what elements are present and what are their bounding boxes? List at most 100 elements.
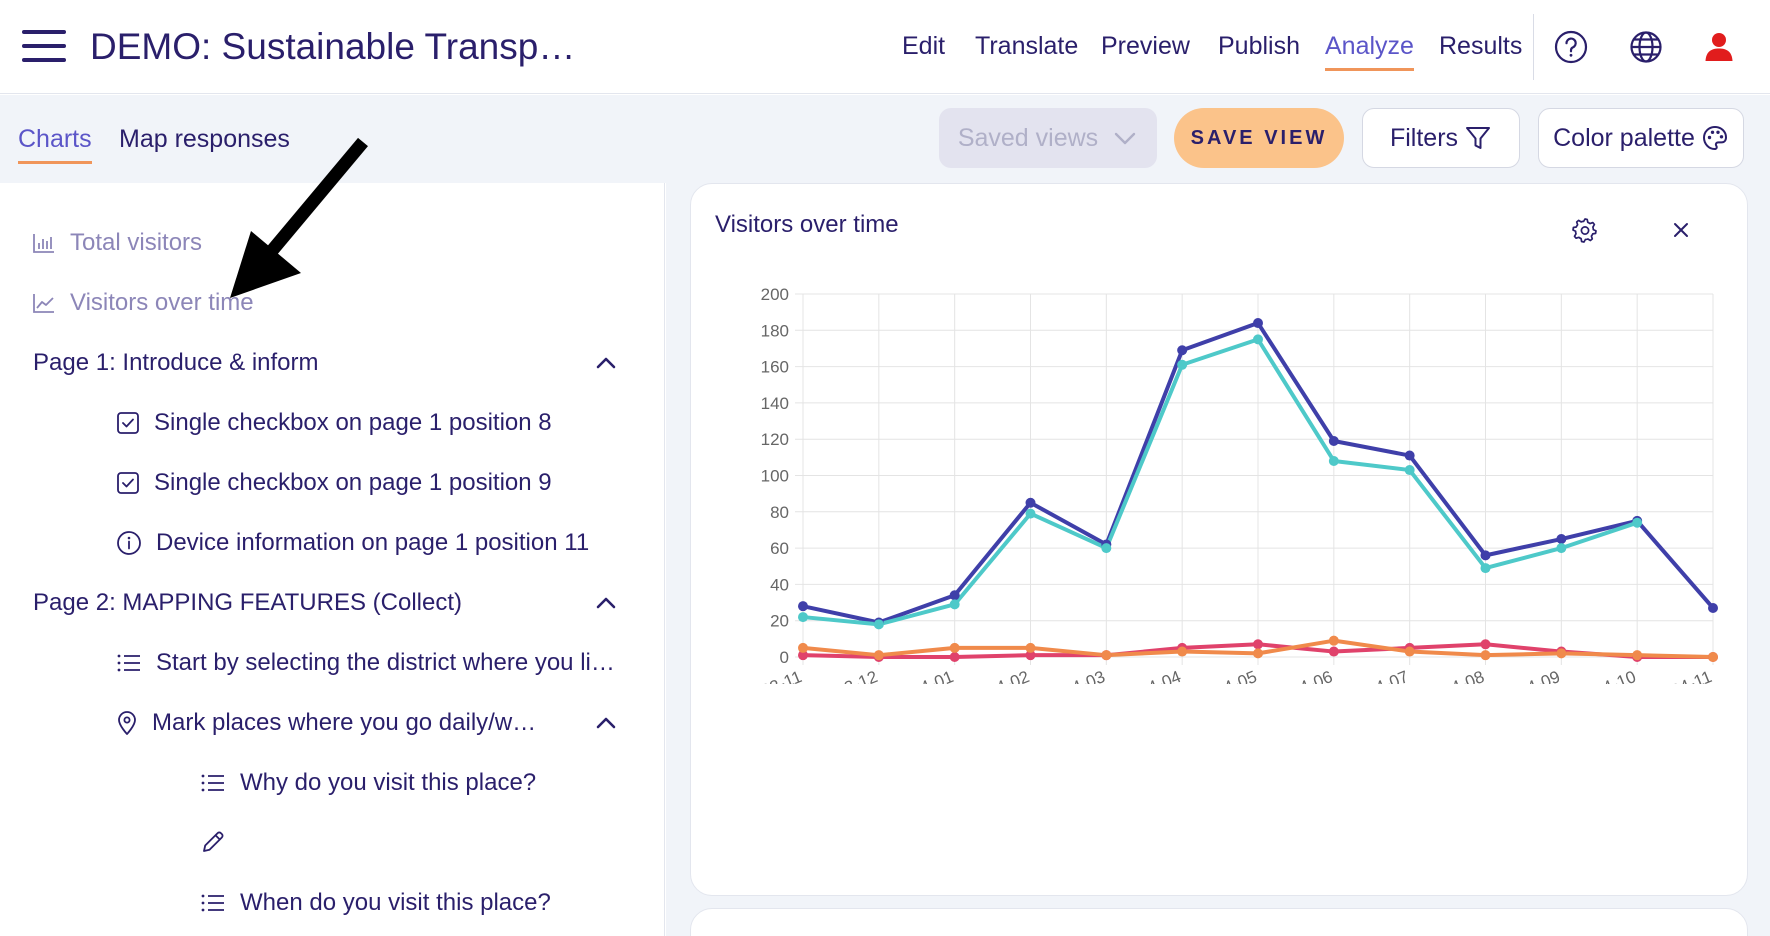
menu-icon[interactable]: [22, 28, 66, 64]
series-3-point: [1480, 639, 1491, 650]
series-1-point: [1177, 345, 1188, 356]
series-line-2: [802, 337, 1638, 627]
y-tick-label: 140: [761, 394, 789, 413]
next-chart-card: [690, 908, 1748, 936]
series-4-point: [1404, 646, 1415, 657]
map-pin-icon: [118, 711, 136, 735]
nav-publish[interactable]: Publish: [1218, 32, 1300, 60]
color-palette-label: Color palette: [1553, 123, 1695, 152]
y-tick-label: 80: [770, 503, 789, 522]
sidebar-item-label: Start by selecting the district where yo…: [156, 649, 615, 676]
sidebar-item-label: Visitors over time: [70, 289, 254, 316]
series-3-point: [1328, 646, 1339, 657]
sidebar-item-checkbox-8[interactable]: Single checkbox on page 1 position 8: [116, 409, 552, 437]
list-icon: [201, 774, 224, 792]
series-1-point: [1328, 436, 1339, 447]
y-tick-label: 120: [761, 430, 789, 449]
sidebar-item-visitors-over-time[interactable]: Visitors over time: [32, 289, 254, 317]
x-tick-label: 2023-11: [741, 667, 805, 684]
help-circle-icon[interactable]: [1554, 30, 1588, 64]
x-tick-label: 2024-07: [1346, 667, 1411, 684]
app-title: DEMO: Sustainable Transp…: [90, 26, 576, 67]
nav-results[interactable]: Results: [1439, 32, 1523, 60]
chevron-up-icon[interactable]: [592, 349, 620, 377]
series-2-point: [1253, 334, 1263, 345]
y-tick-label: 100: [761, 467, 789, 486]
charts-area: Visitors over time 0 20 40 60 80 100 120 140 160…: [666, 183, 1770, 936]
series-2-point: [798, 612, 808, 623]
sidebar-subitem-when-visit[interactable]: When do you visit this place?: [200, 889, 551, 917]
series-2-point: [1101, 543, 1112, 554]
series-4-point: [1328, 635, 1339, 646]
tab-map-responses[interactable]: Map responses: [119, 125, 290, 153]
series-4-point: [1101, 650, 1112, 661]
y-tick-label: 20: [770, 612, 789, 631]
x-tick-label: 2024-10: [1574, 667, 1639, 684]
save-view-button[interactable]: SAVE VIEW: [1174, 108, 1344, 168]
series-4-point: [798, 642, 808, 653]
sidebar-subitem-text-field[interactable]: [200, 829, 240, 855]
sidebar-page-1[interactable]: Page 1: Introduce & inform: [33, 349, 319, 376]
checkbox-icon: [117, 472, 139, 494]
chevron-down-icon: [1114, 132, 1136, 145]
series-2-point: [1632, 517, 1643, 528]
series-4-point: [1253, 648, 1263, 659]
sidebar-item-mark-places[interactable]: Mark places where you go daily/w…: [116, 709, 536, 737]
chevron-up-icon[interactable]: [592, 709, 620, 737]
annotation-arrow: [230, 137, 368, 298]
x-tick-label: 2023-12: [815, 667, 880, 684]
question-sidebar: Total visitors Visitors over time Page 1…: [0, 183, 665, 936]
sidebar-page-2[interactable]: Page 2: MAPPING FEATURES (Collect): [33, 589, 462, 616]
tab-charts[interactable]: Charts: [18, 125, 92, 164]
color-palette-button[interactable]: Color palette: [1538, 108, 1744, 168]
series-4-point: [949, 642, 960, 653]
palette-icon: [1702, 125, 1727, 151]
bar-chart-icon: [33, 234, 54, 253]
x-tick-label: 2024-08: [1422, 667, 1487, 684]
nav-edit[interactable]: Edit: [902, 32, 946, 60]
sidebar-item-device-info[interactable]: Device information on page 1 position 11: [116, 529, 589, 557]
series-4-point: [1177, 646, 1188, 657]
sidebar-item-total-visitors[interactable]: Total visitors: [32, 229, 202, 257]
sidebar-item-checkbox-9[interactable]: Single checkbox on page 1 position 9: [116, 469, 552, 497]
series-1-point: [1404, 450, 1415, 461]
close-icon[interactable]: [1667, 216, 1695, 244]
sidebar-item-label: Device information on page 1 position 11: [156, 529, 590, 556]
y-tick-label: 200: [761, 285, 789, 304]
nav-preview[interactable]: Preview: [1101, 32, 1190, 60]
series-2-point: [1177, 359, 1188, 370]
sidebar-item-label: Single checkbox on page 1 position 8: [154, 409, 552, 436]
sidebar-item-label: Single checkbox on page 1 position 9: [154, 469, 552, 496]
series-4-point: [1556, 648, 1567, 659]
filters-button[interactable]: Filters: [1362, 108, 1520, 168]
sidebar-item-district[interactable]: Start by selecting the district where yo…: [116, 649, 615, 677]
saved-views-dropdown[interactable]: Saved views: [939, 108, 1157, 168]
x-tick-label: 2024-09: [1498, 667, 1563, 684]
pencil-icon: [203, 831, 224, 852]
x-tick-label: 2024-01: [891, 667, 956, 684]
nav-translate[interactable]: Translate: [975, 32, 1079, 60]
x-tick-label: 2024-03: [1043, 667, 1108, 684]
user-icon[interactable]: [1702, 30, 1736, 64]
chart-title: Visitors over time: [715, 211, 899, 238]
analysis-toolbar: Charts Map responses Saved views SAVE VI…: [0, 95, 1770, 183]
chart-series: [798, 318, 1718, 662]
series-1-point: [1556, 534, 1567, 545]
chevron-up-icon[interactable]: [592, 589, 620, 617]
series-3-point: [949, 652, 960, 662]
globe-icon[interactable]: [1629, 30, 1663, 64]
settings-icon[interactable]: [1571, 216, 1599, 244]
series-1-point: [798, 601, 808, 612]
sidebar-item-label: Why do you visit this place?: [240, 769, 537, 796]
series-2-point: [1480, 563, 1491, 574]
x-tick-label: 2024-06: [1270, 667, 1335, 684]
nav-analyze[interactable]: Analyze: [1325, 32, 1414, 71]
list-icon: [117, 654, 140, 672]
sidebar-subitem-why-visit[interactable]: Why do you visit this place?: [200, 769, 536, 797]
series-2-point: [1404, 465, 1415, 476]
filters-label: Filters: [1389, 123, 1459, 152]
filter-icon: [1466, 127, 1491, 149]
series-3-point: [798, 650, 808, 661]
y-tick-label: 0: [780, 648, 789, 667]
